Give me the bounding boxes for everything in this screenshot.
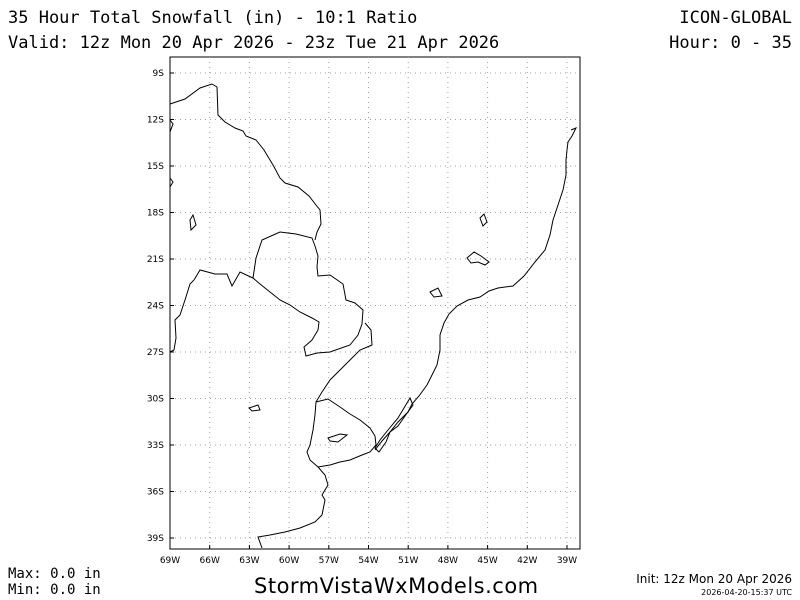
lon-tick-label: 54W <box>358 556 378 566</box>
lake <box>466 251 490 266</box>
max-value: Max: 0.0 in <box>8 566 101 582</box>
lat-tick-label: 39S <box>147 534 164 544</box>
lat-tick-label: 18S <box>147 209 164 219</box>
lon-tick-label: 57W <box>319 556 339 566</box>
lake <box>479 213 488 227</box>
lon-tick-label: 42W <box>517 556 537 566</box>
lat-tick-label: 21S <box>147 255 164 265</box>
min-value: Min: 0.0 in <box>8 582 101 598</box>
forecast-hours: Hour: 0 - 35 <box>669 33 792 53</box>
coastline-island <box>169 177 174 188</box>
lat-tick-label: 12S <box>147 116 164 126</box>
boundaries <box>169 83 578 549</box>
lat-tick-label: 24S <box>147 302 164 312</box>
model-name: ICON-GLOBAL <box>679 8 792 28</box>
lon-tick-label: 39W <box>557 556 577 566</box>
lat-tick-label: 9S <box>153 69 165 79</box>
valid-period: Valid: 12z Mon 20 Apr 2026 - 23z Tue 21 … <box>8 33 500 53</box>
lake <box>248 404 261 412</box>
lat-tick-label: 36S <box>147 488 164 498</box>
lon-tick-label: 66W <box>200 556 220 566</box>
border-paraguay <box>252 231 364 357</box>
axis-labels: 69W 66W 63W 60W 57W 54W 51W 48W 45W 42W 39W 9S 12S 15… <box>147 69 577 566</box>
lake <box>429 287 443 298</box>
border-uruguay <box>306 398 377 468</box>
generated-timestamp: 2026-04-20-15:37 UTC <box>701 588 792 597</box>
lon-tick-label: 63W <box>239 556 259 566</box>
map-title: 35 Hour Total Snowfall (in) - 10:1 Ratio <box>8 8 418 28</box>
map-frame <box>169 56 581 550</box>
coastline-argentina <box>257 466 329 549</box>
border-argentina-brazil <box>315 322 373 403</box>
lat-tick-label: 15S <box>147 162 164 172</box>
graticule <box>169 57 580 549</box>
lon-tick-label: 69W <box>160 556 180 566</box>
website-link[interactable]: StormVistaWxModels.com <box>254 574 539 598</box>
lon-tick-label: 51W <box>398 556 418 566</box>
border-bolivia-brazil <box>169 83 322 241</box>
coastline <box>374 127 578 451</box>
lat-tick-label: 30S <box>147 395 164 405</box>
lon-tick-label: 48W <box>438 556 458 566</box>
lon-tick-label: 45W <box>477 556 497 566</box>
lagoon <box>374 396 414 453</box>
lat-tick-label: 27S <box>147 348 164 358</box>
lat-tick-label: 33S <box>147 441 164 451</box>
border-bolivia-argentina <box>169 269 254 353</box>
coastline-island <box>169 119 174 133</box>
init-time: Init: 12z Mon 20 Apr 2026 <box>636 572 792 586</box>
lon-tick-label: 60W <box>279 556 299 566</box>
lake <box>189 213 197 232</box>
lake <box>327 433 349 443</box>
